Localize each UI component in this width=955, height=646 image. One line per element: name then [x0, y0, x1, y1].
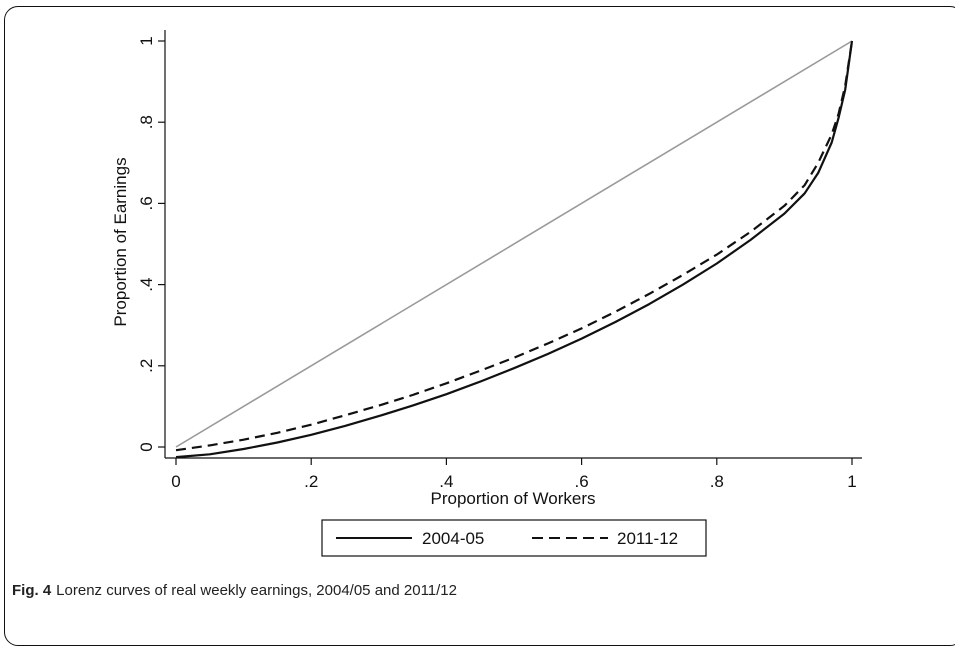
x-tick-label: 0 — [171, 472, 180, 491]
y-tick-label: .8 — [137, 115, 156, 129]
figure-caption-text: Lorenz curves of real weekly earnings, 2… — [56, 582, 457, 599]
x-tick-label: .8 — [710, 472, 724, 491]
x-axis-title: Proportion of Workers — [430, 489, 595, 508]
series-line-2011-12 — [175, 40, 854, 452]
y-tick-label: .2 — [137, 359, 156, 373]
legend-label-2004-05: 2004-05 — [422, 529, 484, 548]
chart-axes — [164, 30, 862, 459]
x-tick-label: .4 — [439, 472, 453, 491]
x-tick-label: .2 — [304, 472, 318, 491]
series-line-2004-05 — [175, 40, 854, 459]
y-axis-title: Proportion of Earnings — [111, 157, 130, 326]
lorenz-chart: 0 .2 .4 .6 .8 1 0 .2 .4 .6 .8 1 Proportion of Worke… — [111, 30, 862, 557]
y-tick-label: .4 — [137, 278, 156, 292]
tick-group: 0 .2 .4 .6 .8 1 0 .2 .4 .6 .8 1 — [137, 36, 857, 491]
equality-line — [175, 40, 853, 448]
y-tick-label: .6 — [137, 196, 156, 210]
figure-caption: Fig. 4 Lorenz curves of real weekly earni… — [12, 582, 457, 599]
y-tick-label: 1 — [137, 36, 156, 45]
y-tick-label: 0 — [137, 442, 156, 451]
x-tick-label: 1 — [847, 472, 856, 491]
figure-caption-label: Fig. 4 — [12, 582, 52, 599]
plot-area — [175, 40, 854, 459]
x-tick-label: .6 — [575, 472, 589, 491]
legend-label-2011-12: 2011-12 — [617, 529, 678, 548]
chart-legend: 2004-05 2011-12 — [321, 519, 707, 557]
